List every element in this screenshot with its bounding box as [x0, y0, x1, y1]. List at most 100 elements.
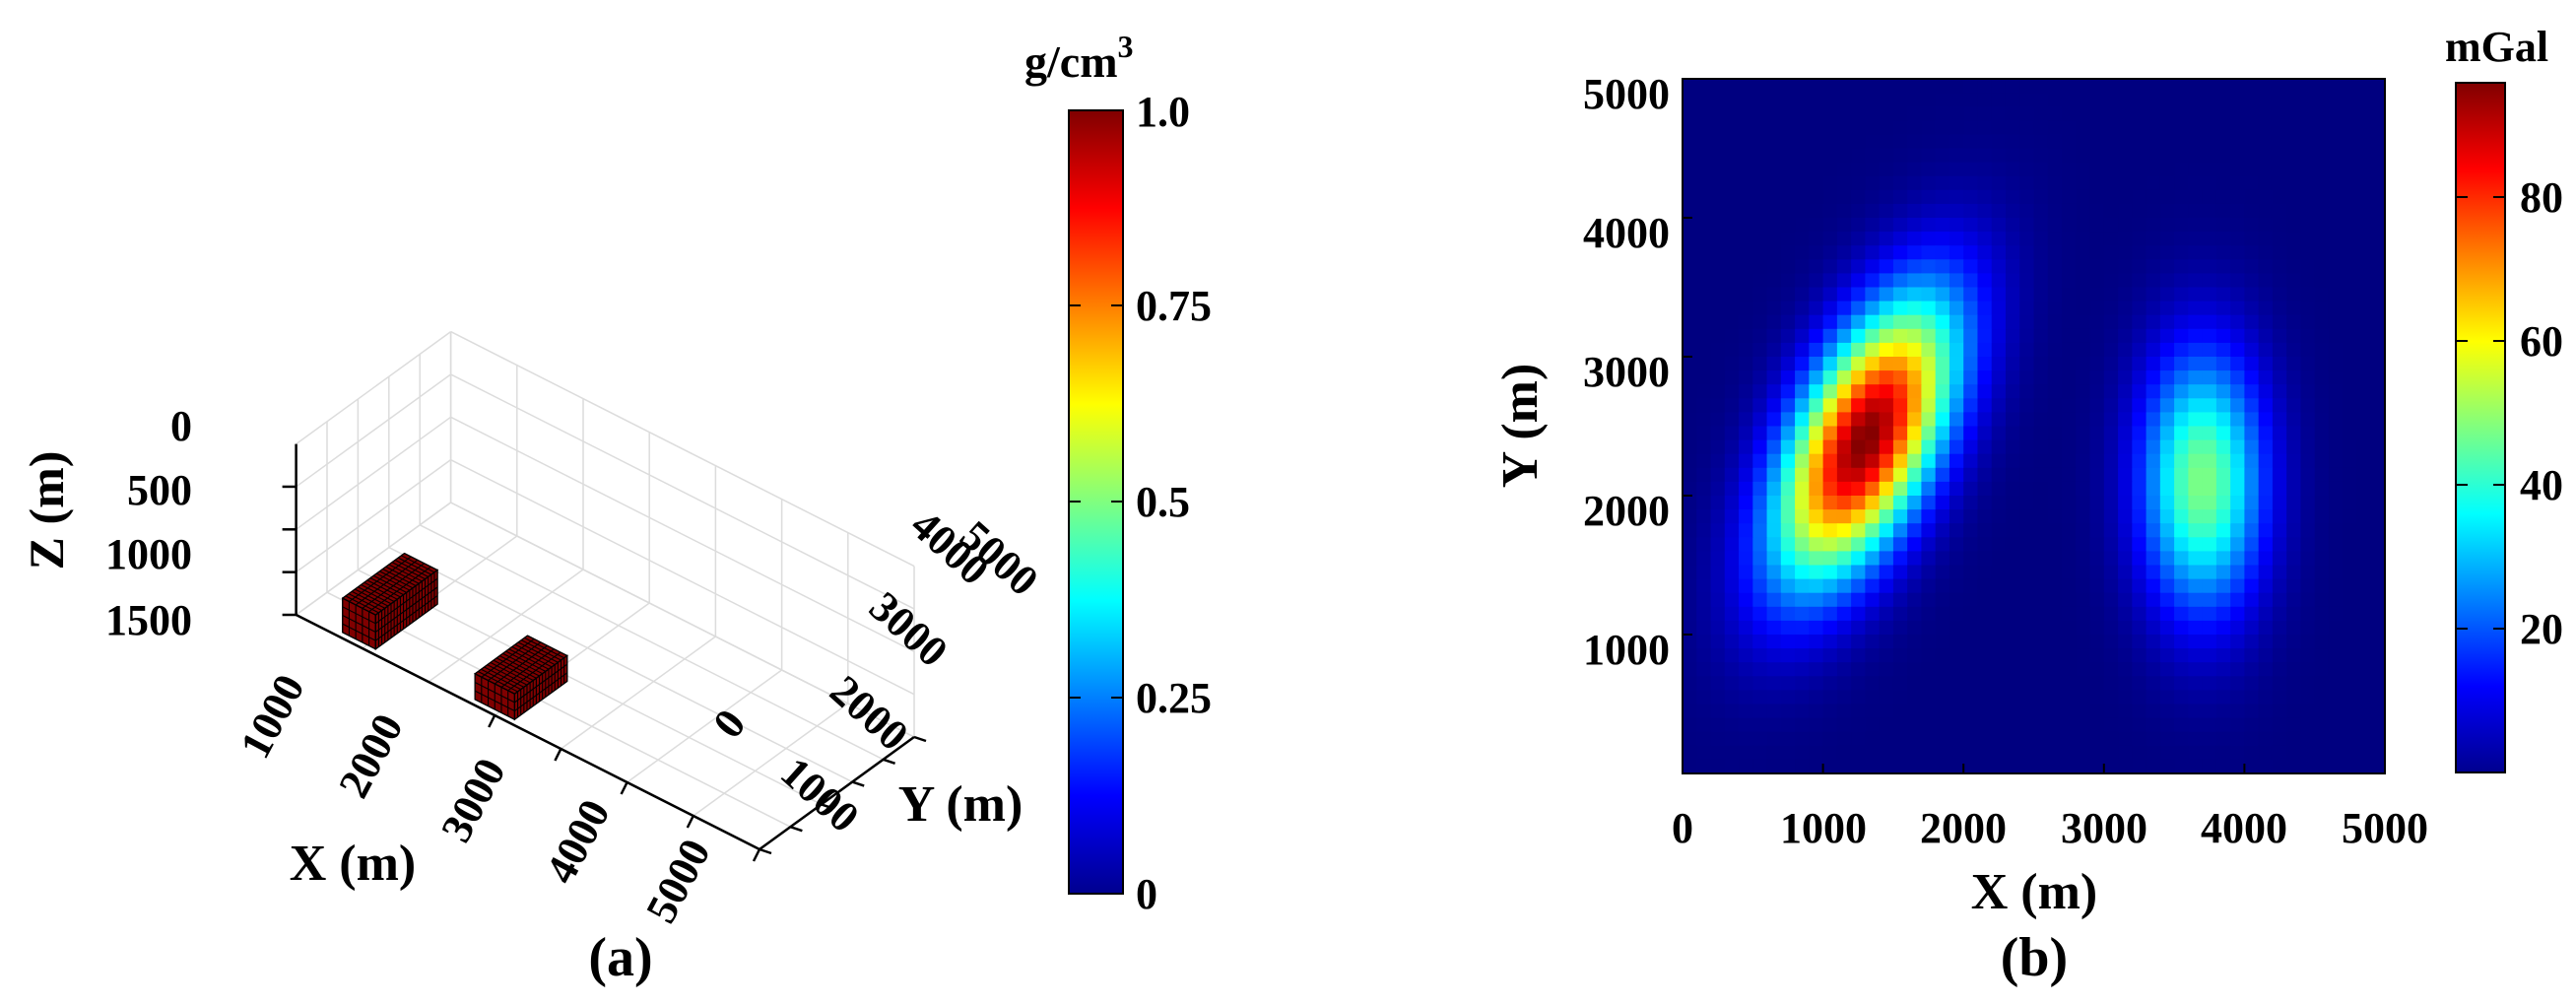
heatmap-cell	[1865, 717, 1881, 733]
heatmap-cell	[2314, 273, 2330, 289]
heatmap-cell	[1977, 106, 1993, 121]
heatmap-cell	[2019, 162, 2035, 177]
heatmap-cell	[1865, 357, 1881, 371]
heatmap-cell	[1780, 551, 1796, 567]
heatmap-cell	[2272, 481, 2287, 497]
heatmap-cell	[2286, 370, 2302, 385]
heatmap-cell	[1907, 592, 1923, 608]
heatmap-cell	[2356, 134, 2372, 150]
heatmap-cell	[2033, 551, 2049, 567]
heatmap-cell	[1752, 357, 1768, 371]
heatmap-cell	[1892, 759, 1908, 774]
heatmap-cell	[1907, 175, 1923, 191]
heatmap-cell	[1710, 79, 1726, 94]
heatmap-cell	[2159, 273, 2175, 289]
heatmap-cell	[2258, 509, 2274, 524]
heatmap-cell	[2202, 357, 2217, 371]
heatmap-cell	[2188, 342, 2204, 358]
heatmap-cell	[2132, 620, 2147, 636]
heatmap-cell	[2356, 162, 2372, 177]
heatmap-cell	[2272, 635, 2287, 649]
heatmap-cell	[2356, 189, 2372, 205]
heatmap-cell	[2118, 398, 2133, 413]
heatmap-cell	[2188, 453, 2204, 469]
heatmap-cell	[1907, 384, 1923, 399]
heatmap-cell	[1892, 426, 1908, 441]
heatmap-cell	[1836, 676, 1852, 691]
heatmap-cell	[2005, 704, 2020, 719]
heatmap-cell	[1977, 537, 1993, 552]
heatmap-cell	[2019, 690, 2035, 705]
heatmap-cell	[2103, 398, 2119, 413]
heatmap-cell	[1724, 467, 1740, 483]
heatmap-cell	[2174, 357, 2189, 371]
heatmap-cell	[1892, 509, 1908, 524]
heatmap-cell	[2047, 662, 2063, 677]
heatmap-cell	[1795, 523, 1810, 538]
heatmap-cell	[2076, 175, 2091, 191]
heatmap-cell	[1739, 537, 1753, 552]
heatmap-cell	[2146, 635, 2161, 649]
heatmap-cell	[1836, 93, 1852, 107]
heatmap-cell	[1963, 635, 1979, 649]
heatmap-cell	[1683, 704, 1697, 719]
heatmap-cell	[2076, 509, 2091, 524]
heatmap-cell	[1851, 189, 1866, 205]
heatmap-cell	[1977, 481, 1993, 497]
heatmap-cell	[2159, 162, 2175, 177]
panel-label-a: (a)	[588, 927, 652, 988]
heatmap-cell	[2356, 690, 2372, 705]
heatmap-x-ticks: 0 1000 2000 3000 4000 5000	[1672, 804, 2428, 852]
heatmap-cell	[2047, 509, 2063, 524]
heatmap-cell	[1949, 370, 1964, 385]
heatmap-cell	[1724, 203, 1740, 219]
grid-line	[326, 591, 791, 828]
heatmap-cell	[1892, 635, 1908, 649]
voxel-edge	[342, 606, 376, 625]
voxel-edge	[514, 663, 568, 704]
z-ticks: 0 500 1000 1500	[105, 402, 192, 644]
heatmap-cell	[1696, 370, 1712, 385]
heatmap-cell	[2370, 245, 2386, 260]
heatmap-cell	[2343, 717, 2358, 733]
heatmap-cell	[2272, 690, 2287, 705]
heatmap-cell	[2272, 592, 2287, 608]
heatmap-cell	[2019, 523, 2035, 538]
heatmap-cell	[1795, 453, 1810, 469]
colorbar-tick: 40	[2520, 461, 2563, 509]
heatmap-cell	[2146, 731, 2161, 747]
heatmap-cell	[1696, 314, 1712, 330]
heatmap-cell	[1879, 134, 1894, 150]
heatmap-cell	[1683, 370, 1697, 385]
heatmap-cell	[2159, 731, 2175, 747]
heatmap-cell	[2343, 120, 2358, 135]
heatmap-cell	[1780, 245, 1796, 260]
heatmap-cell	[2005, 93, 2020, 107]
heatmap-cell	[1696, 648, 1712, 663]
heatmap-cell	[2272, 453, 2287, 469]
heatmap-cell	[1683, 412, 1697, 428]
heatmap-cell	[2159, 398, 2175, 413]
heatmap-cell	[2103, 245, 2119, 260]
heatmap-cell	[2118, 635, 2133, 649]
heatmap-cell	[2103, 162, 2119, 177]
heatmap-cell	[2118, 106, 2133, 121]
heatmap-cell	[1836, 426, 1852, 441]
heatmap-cell	[2118, 301, 2133, 316]
heatmap-cell	[2103, 259, 2119, 274]
heatmap-cell	[1739, 745, 1753, 761]
heatmap-cell	[1935, 175, 1950, 191]
heatmap-cell	[2286, 759, 2302, 774]
heatmap-cell	[2258, 342, 2274, 358]
heatmap-cell	[2258, 648, 2274, 663]
heatmap-cell	[2188, 648, 2204, 663]
heatmap-cell	[2314, 676, 2330, 691]
heatmap-cell	[1879, 648, 1894, 663]
heatmap-cell	[1836, 523, 1852, 538]
heatmap-cell	[2300, 301, 2316, 316]
heatmap-cell	[2019, 384, 2035, 399]
heatmap-cell	[1809, 93, 1824, 107]
heatmap-cell	[2272, 551, 2287, 567]
heatmap-cell	[2215, 301, 2231, 316]
heatmap-cell	[1921, 148, 1937, 164]
